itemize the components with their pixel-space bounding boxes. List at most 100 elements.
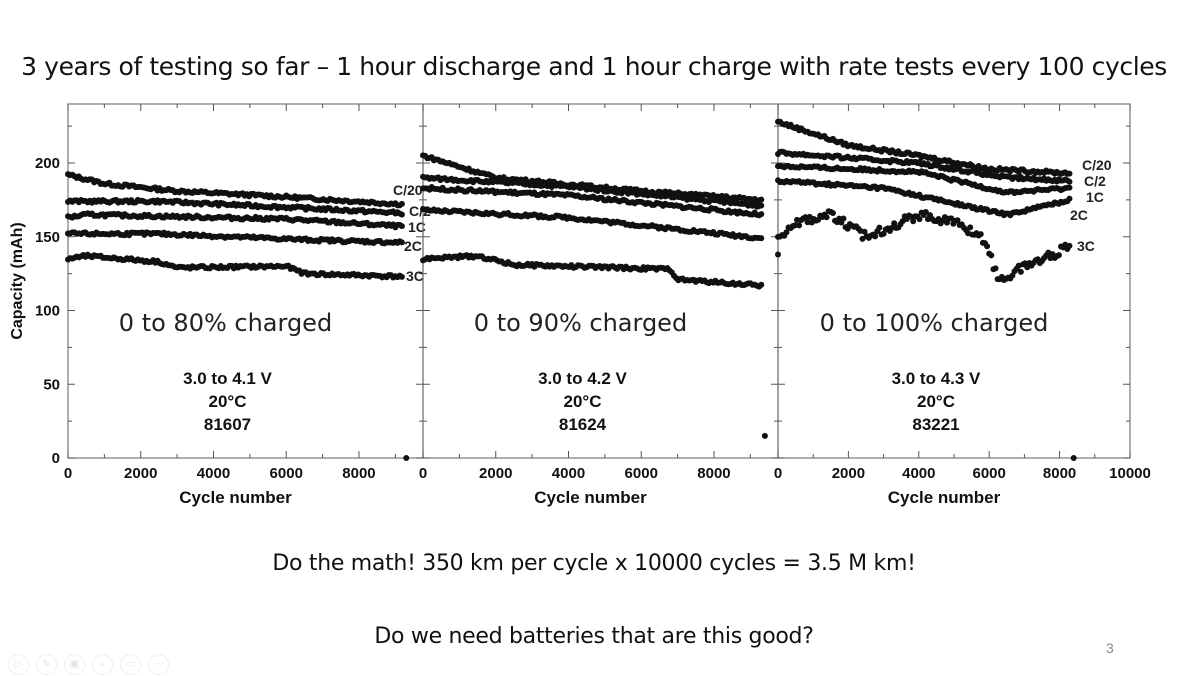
x-axis-label: Cycle number bbox=[534, 488, 647, 507]
outlier-point bbox=[775, 251, 781, 258]
y-tick-label: 150 bbox=[35, 229, 60, 246]
data-point-3c bbox=[872, 233, 879, 240]
x-tick-label: 0 bbox=[419, 465, 427, 482]
data-point-1c bbox=[1066, 184, 1073, 191]
data-point-3c bbox=[910, 218, 917, 225]
slide-title: 3 years of testing so far – 1 hour disch… bbox=[21, 52, 1167, 81]
data-point-3c bbox=[954, 217, 961, 224]
data-point-2c bbox=[398, 239, 405, 246]
data-point-1c bbox=[398, 223, 405, 230]
panel-title: 0 to 100% charged bbox=[820, 309, 1049, 337]
footer-math: Do the math! 350 km per cycle x 10000 cy… bbox=[272, 551, 916, 576]
x-tick-label: 10000 bbox=[1109, 465, 1151, 482]
x-tick-label: 4000 bbox=[197, 465, 230, 482]
data-point-3c bbox=[823, 214, 830, 221]
panel-condition: 3.0 to 4.3 V bbox=[892, 369, 981, 388]
data-point-3c bbox=[398, 273, 405, 280]
panel-title: 0 to 80% charged bbox=[119, 309, 332, 337]
y-axis-label: Capacity (mAh) bbox=[9, 222, 26, 339]
data-point-1c bbox=[758, 211, 765, 218]
outlier-point bbox=[1070, 455, 1077, 461]
series-label: C/20 bbox=[1082, 157, 1112, 173]
data-point-3c bbox=[967, 224, 974, 231]
series-label: 1C bbox=[1086, 189, 1104, 205]
outlier-point bbox=[403, 455, 410, 461]
slides-icon[interactable]: ▣ bbox=[64, 654, 85, 675]
subtitle-icon[interactable]: ▭ bbox=[120, 654, 141, 675]
series-label: 3C bbox=[1077, 238, 1095, 254]
data-point-3c bbox=[889, 224, 896, 231]
data-point-3c bbox=[829, 209, 836, 216]
data-point-3c bbox=[844, 225, 851, 232]
x-tick-label: 2000 bbox=[479, 465, 512, 482]
x-tick-label: 2000 bbox=[124, 465, 157, 482]
y-tick-label: 100 bbox=[35, 303, 60, 320]
data-point-3c bbox=[783, 229, 790, 236]
panel-title: 0 to 90% charged bbox=[474, 309, 687, 337]
x-tick-label: 6000 bbox=[625, 465, 658, 482]
y-tick-label: 50 bbox=[43, 376, 60, 393]
data-point-c-20 bbox=[398, 200, 405, 207]
data-point-3c bbox=[891, 220, 898, 227]
data-point-3c bbox=[876, 224, 883, 231]
data-point-3c bbox=[988, 252, 995, 259]
data-point-3c bbox=[916, 216, 923, 223]
x-tick-label: 8000 bbox=[342, 465, 375, 482]
data-point-3c bbox=[922, 208, 929, 215]
panel-condition: 20°C bbox=[209, 392, 247, 411]
series-label: C/20 bbox=[393, 182, 423, 198]
data-point-3c bbox=[791, 222, 798, 229]
data-point-3c bbox=[758, 281, 765, 288]
data-point-c-2 bbox=[398, 211, 405, 218]
data-point-c-20 bbox=[758, 196, 765, 203]
x-tick-label: 6000 bbox=[973, 465, 1006, 482]
panel-condition: 20°C bbox=[564, 392, 602, 411]
series-label: 3C bbox=[406, 268, 424, 284]
x-tick-label: 8000 bbox=[697, 465, 730, 482]
series-label: 2C bbox=[404, 238, 422, 254]
page-number: 3 bbox=[1106, 640, 1114, 656]
data-point-c-2 bbox=[758, 202, 765, 209]
zoom-icon[interactable]: ⌕ bbox=[92, 654, 113, 675]
x-tick-label: 0 bbox=[774, 465, 782, 482]
data-point-3c bbox=[1017, 268, 1024, 275]
panel-condition: 81624 bbox=[559, 415, 607, 434]
x-tick-label: 8000 bbox=[1043, 465, 1076, 482]
data-point-c-20 bbox=[1066, 170, 1073, 177]
series-label: 2C bbox=[1070, 207, 1088, 223]
panel-condition: 20°C bbox=[917, 392, 955, 411]
x-axis-label: Cycle number bbox=[888, 488, 1001, 507]
data-point-c-2 bbox=[1066, 178, 1073, 185]
data-point-3c bbox=[840, 215, 847, 222]
series-label: 1C bbox=[408, 219, 426, 235]
data-point-2c bbox=[1066, 195, 1073, 202]
panel-condition: 3.0 to 4.2 V bbox=[538, 369, 627, 388]
x-tick-label: 2000 bbox=[832, 465, 865, 482]
data-point-3c bbox=[861, 228, 868, 235]
footer-question: Do we need batteries that are this good? bbox=[374, 624, 814, 649]
data-point-3c bbox=[977, 231, 984, 238]
panel-condition: 83221 bbox=[912, 415, 959, 434]
series-label: C/2 bbox=[1084, 173, 1106, 189]
panel-condition: 81607 bbox=[204, 415, 251, 434]
y-tick-label: 0 bbox=[52, 450, 60, 467]
data-point-3c bbox=[984, 243, 991, 250]
x-axis-label: Cycle number bbox=[179, 488, 292, 507]
outlier-point bbox=[761, 432, 768, 439]
play-icon[interactable]: ▷ bbox=[8, 654, 29, 675]
data-point-3c bbox=[796, 222, 803, 229]
panel-condition: 3.0 to 4.1 V bbox=[183, 369, 272, 388]
x-tick-label: 6000 bbox=[270, 465, 303, 482]
data-point-2c bbox=[758, 235, 765, 242]
x-tick-label: 4000 bbox=[552, 465, 585, 482]
data-point-3c bbox=[1055, 252, 1062, 259]
x-tick-label: 0 bbox=[64, 465, 72, 482]
more-icon[interactable]: ⋯ bbox=[148, 654, 169, 675]
pen-icon[interactable]: ✎ bbox=[36, 654, 57, 675]
x-tick-label: 4000 bbox=[902, 465, 935, 482]
data-point-3c bbox=[1066, 242, 1073, 249]
data-point-3c bbox=[992, 265, 999, 272]
y-tick-label: 200 bbox=[35, 155, 60, 172]
data-point-3c bbox=[794, 216, 801, 223]
